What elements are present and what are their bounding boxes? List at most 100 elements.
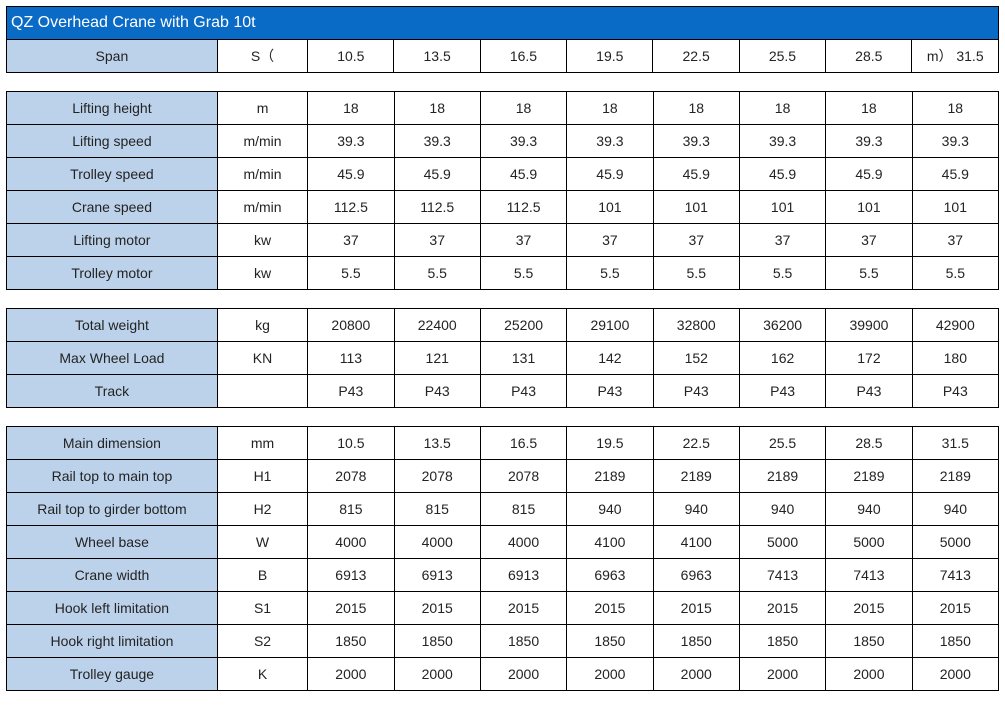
row-unit: S2 (217, 625, 307, 658)
row-value: 112.5 (394, 191, 480, 224)
row-value: 39.3 (912, 125, 998, 158)
span-value: 28.5 (826, 40, 912, 73)
row-unit: H2 (217, 493, 307, 526)
table-row: Hook right limitationS218501850185018501… (7, 625, 999, 658)
header-table: QZ Overhead Crane with Grab 10tSpanS（10.… (6, 6, 999, 73)
table-title: QZ Overhead Crane with Grab 10t (7, 7, 999, 40)
row-value: 6913 (480, 559, 566, 592)
row-label: Max Wheel Load (7, 342, 218, 375)
row-value: 45.9 (394, 158, 480, 191)
row-unit: W (217, 526, 307, 559)
table-row: Lifting heightm1818181818181818 (7, 92, 999, 125)
row-label: Trolley speed (7, 158, 218, 191)
row-value: 101 (653, 191, 739, 224)
row-label: Wheel base (7, 526, 218, 559)
row-value: 22400 (394, 309, 480, 342)
span-value: 22.5 (653, 40, 739, 73)
row-label: Hook left limitation (7, 592, 218, 625)
table-row: Trolley speedm/min45.945.945.945.945.945… (7, 158, 999, 191)
row-value: 37 (739, 224, 825, 257)
row-value: 10.5 (308, 427, 394, 460)
row-value: 2078 (394, 460, 480, 493)
row-label: Rail top to main top (7, 460, 218, 493)
row-value: 45.9 (826, 158, 912, 191)
row-value: 2015 (567, 592, 653, 625)
row-value: 2015 (308, 592, 394, 625)
row-value: 36200 (739, 309, 825, 342)
row-value: 5.5 (826, 257, 912, 290)
table-row: Lifting speedm/min39.339.339.339.339.339… (7, 125, 999, 158)
row-value: 2000 (480, 658, 566, 691)
row-value: 113 (308, 342, 394, 375)
row-value: 45.9 (739, 158, 825, 191)
row-value: 131 (480, 342, 566, 375)
row-value: 18 (826, 92, 912, 125)
row-value: 2015 (739, 592, 825, 625)
row-value: 121 (394, 342, 480, 375)
spec-block-0: Lifting heightm1818181818181818Lifting s… (6, 91, 999, 290)
row-value: 2000 (739, 658, 825, 691)
row-value: 2015 (826, 592, 912, 625)
row-value: 142 (567, 342, 653, 375)
row-value: 39.3 (308, 125, 394, 158)
row-unit: B (217, 559, 307, 592)
row-value: 22.5 (653, 427, 739, 460)
row-unit: S1 (217, 592, 307, 625)
row-value: 5.5 (567, 257, 653, 290)
row-unit: kg (217, 309, 307, 342)
row-unit: kw (217, 257, 307, 290)
row-value: 45.9 (480, 158, 566, 191)
row-value: 5000 (826, 526, 912, 559)
row-value: 37 (394, 224, 480, 257)
row-value: 32800 (653, 309, 739, 342)
row-value: 29100 (567, 309, 653, 342)
span-value: 19.5 (567, 40, 653, 73)
table-row: Crane speedm/min112.5112.5112.5101101101… (7, 191, 999, 224)
row-value: 45.9 (308, 158, 394, 191)
row-value: 4100 (653, 526, 739, 559)
row-value: 940 (653, 493, 739, 526)
row-value: 815 (394, 493, 480, 526)
row-value: 5.5 (912, 257, 998, 290)
row-value: 5.5 (394, 257, 480, 290)
row-value: 2015 (653, 592, 739, 625)
row-value: 2078 (308, 460, 394, 493)
row-value: 18 (308, 92, 394, 125)
row-value: 2189 (912, 460, 998, 493)
row-label: Total weight (7, 309, 218, 342)
row-unit: KN (217, 342, 307, 375)
table-row: Main dimensionmm10.513.516.519.522.525.5… (7, 427, 999, 460)
span-value: m） 31.5 (912, 40, 999, 73)
row-value: 18 (394, 92, 480, 125)
row-value: 6913 (308, 559, 394, 592)
row-value: 101 (912, 191, 998, 224)
row-value: 28.5 (826, 427, 912, 460)
row-value: 2000 (394, 658, 480, 691)
row-value: 45.9 (912, 158, 998, 191)
row-value: 152 (653, 342, 739, 375)
row-value: 39.3 (653, 125, 739, 158)
row-value: 39.3 (480, 125, 566, 158)
row-value: P43 (394, 375, 480, 408)
row-value: 2078 (480, 460, 566, 493)
span-value: 10.5 (308, 40, 394, 73)
row-value: 45.9 (653, 158, 739, 191)
row-value: 1850 (567, 625, 653, 658)
row-value: 39900 (826, 309, 912, 342)
row-value: 2189 (739, 460, 825, 493)
row-value: 1850 (480, 625, 566, 658)
row-value: 101 (826, 191, 912, 224)
row-value: 2000 (308, 658, 394, 691)
table-row: Lifting motorkw3737373737373737 (7, 224, 999, 257)
row-value: 815 (480, 493, 566, 526)
row-value: P43 (739, 375, 825, 408)
row-value: 2000 (912, 658, 998, 691)
table-row: TrackP43P43P43P43P43P43P43P43 (7, 375, 999, 408)
row-label: Main dimension (7, 427, 218, 460)
row-value: 5000 (739, 526, 825, 559)
row-value: P43 (912, 375, 998, 408)
row-label: Trolley motor (7, 257, 218, 290)
row-value: 37 (653, 224, 739, 257)
row-value: 37 (826, 224, 912, 257)
table-row: Trolley gaugeK20002000200020002000200020… (7, 658, 999, 691)
